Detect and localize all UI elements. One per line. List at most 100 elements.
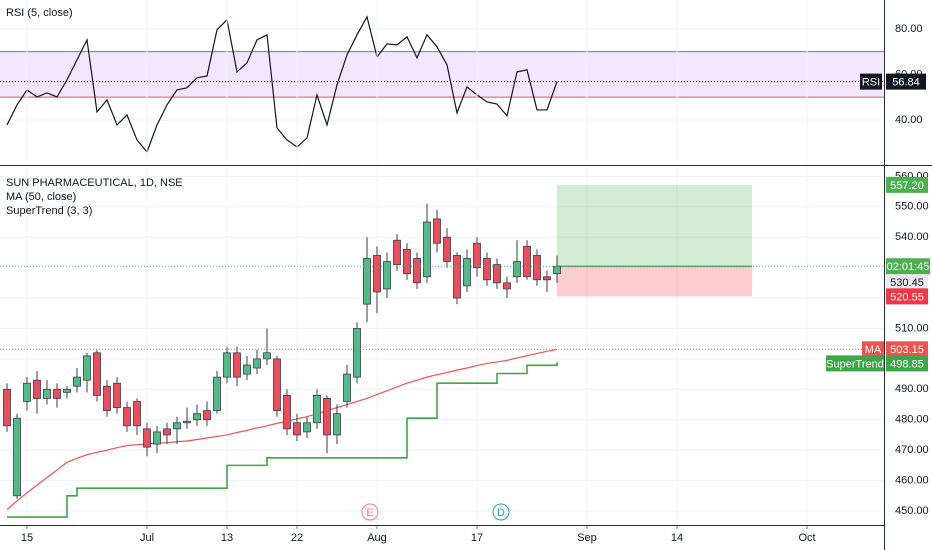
candle-body [53, 388, 61, 399]
pane-title: RSI (5, close) [6, 7, 73, 19]
series-name-badge-bg [860, 73, 882, 90]
candle-body [483, 258, 491, 281]
position-target [557, 184, 752, 267]
candle-body [13, 417, 21, 497]
series-name-badge-bg [826, 355, 884, 372]
y-tick-label: 460.00 [895, 474, 929, 486]
candle-body [313, 394, 321, 424]
candle-body [193, 413, 201, 421]
event-label: E [366, 507, 373, 519]
candle-body [173, 422, 181, 430]
candle-body [223, 352, 231, 378]
candle-body [253, 358, 261, 369]
series-value-badge-bg [886, 355, 928, 372]
x-tick-label: 13 [221, 532, 233, 544]
last-value-badge-bg [886, 73, 926, 90]
candle-body [343, 373, 351, 402]
candle-body [3, 388, 11, 427]
candle-body [163, 428, 171, 436]
x-tick-label: Sep [577, 532, 597, 544]
y-tick-label: 480.00 [895, 414, 929, 426]
candle-body [533, 255, 541, 281]
x-tick-label: 14 [671, 532, 683, 544]
legend-entry: MA (50, close) [6, 191, 76, 203]
y-tick-label: 550.00 [895, 201, 929, 213]
position-value-label-bg [886, 176, 928, 193]
rsi-band-fill [0, 51, 884, 98]
candle-body [83, 355, 91, 381]
candle-body [473, 242, 481, 269]
candle-body [443, 236, 451, 262]
x-tick-label: 15 [21, 532, 33, 544]
candle-body [243, 364, 251, 375]
x-tick-label: Jul [140, 532, 154, 544]
y-tick-label: 540.00 [895, 231, 929, 243]
series-value-badge: 503.15 [890, 344, 924, 356]
y-tick-label: 490.00 [895, 383, 929, 395]
candle-body [103, 385, 111, 412]
candle-body [423, 221, 431, 278]
legend-entry: SuperTrend (3, 3) [6, 205, 92, 217]
candle-body [463, 258, 471, 287]
y-tick-label: 80.00 [895, 23, 923, 35]
candle-body [153, 431, 161, 445]
candle-body [133, 401, 141, 427]
position-value-label: 520.55 [890, 291, 924, 303]
last-price-label-bg [886, 274, 928, 291]
y-tick-label: 470.00 [895, 444, 929, 456]
position-stop [557, 266, 752, 297]
candle-body [523, 245, 531, 278]
x-tick-label: 17 [471, 532, 483, 544]
last-price-label: 530.45 [890, 277, 924, 289]
y-tick-label: 510.00 [895, 322, 929, 334]
candle-body [383, 261, 391, 290]
position-value-label-bg [886, 288, 928, 305]
candle-body [93, 352, 101, 396]
candle-body [553, 265, 561, 275]
candle-body [353, 328, 361, 378]
candle-body [363, 258, 371, 305]
x-tick-label: Oct [798, 532, 815, 544]
event-marker [492, 503, 510, 521]
pane-title: SUN PHARMACEUTICAL, 1D, NSE [6, 177, 183, 189]
candle-body [23, 382, 31, 402]
candle-body [63, 388, 71, 393]
candle-body [403, 248, 411, 275]
series-value-badge-bg [886, 341, 928, 358]
candle-body [273, 358, 281, 412]
x-tick-label: Aug [367, 532, 387, 544]
candle-body [233, 352, 241, 378]
candle-body [333, 413, 341, 436]
y-tick-label: 450.00 [895, 505, 929, 517]
candle-body [513, 261, 521, 278]
series-name-badge: SuperTrend [826, 358, 884, 370]
last-value-badge: 56.84 [892, 77, 920, 89]
candle-body [203, 410, 211, 421]
position-value-label: 557.20 [890, 180, 924, 192]
candle-body [143, 428, 151, 448]
candle-body [293, 422, 301, 436]
supertrend-line [7, 362, 558, 518]
candle-body [263, 352, 271, 360]
series-value-badge: 498.85 [890, 358, 924, 370]
candle-body [453, 255, 461, 299]
ma-line [6, 348, 558, 510]
candle-body [33, 379, 41, 399]
event-label: D [497, 507, 505, 519]
candle-body [113, 382, 121, 408]
series-name-badge: MA [865, 344, 882, 356]
candle-body [323, 398, 331, 436]
candle-body [493, 264, 501, 284]
candle-body [393, 239, 401, 265]
rsi-line [6, 15, 558, 154]
candle-body [433, 218, 441, 244]
candle-body [43, 388, 51, 399]
candle-body [503, 282, 511, 290]
candle-body [413, 258, 421, 284]
y-tick-label: 40.00 [895, 114, 923, 126]
candle-body [213, 376, 221, 412]
x-tick-label: 22 [291, 532, 303, 544]
candle-body [303, 422, 311, 433]
candle-body [373, 255, 381, 293]
